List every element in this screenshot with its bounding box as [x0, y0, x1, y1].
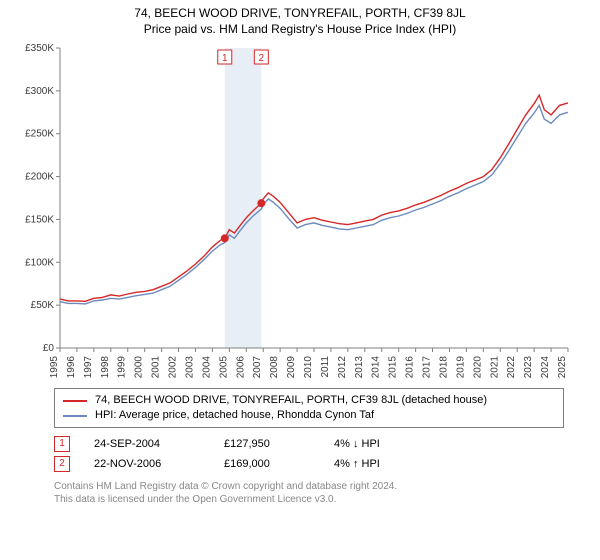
- svg-text:2008: 2008: [269, 356, 280, 379]
- svg-text:£200K: £200K: [25, 172, 54, 183]
- svg-text:2022: 2022: [506, 356, 517, 379]
- event-row: 1 24-SEP-2004 £127,950 4% ↓ HPI: [54, 434, 564, 454]
- footer-line: Contains HM Land Registry data © Crown c…: [54, 480, 588, 493]
- svg-text:£350K: £350K: [25, 43, 54, 54]
- event-date: 22-NOV-2006: [94, 454, 224, 474]
- event-flag-icon: 2: [54, 456, 70, 472]
- event-pct: 4% ↓ HPI: [334, 434, 414, 454]
- legend-swatch: [63, 415, 87, 417]
- svg-text:2000: 2000: [134, 356, 145, 379]
- svg-text:2007: 2007: [252, 356, 263, 379]
- svg-text:2005: 2005: [218, 356, 229, 379]
- svg-text:£250K: £250K: [25, 129, 54, 140]
- svg-text:1996: 1996: [66, 356, 77, 379]
- svg-text:1999: 1999: [117, 356, 128, 379]
- legend-label: HPI: Average price, detached house, Rhon…: [95, 408, 374, 423]
- legend: 74, BEECH WOOD DRIVE, TONYREFAIL, PORTH,…: [54, 388, 564, 428]
- footer: Contains HM Land Registry data © Crown c…: [54, 480, 588, 506]
- svg-text:2025: 2025: [557, 356, 568, 379]
- svg-text:£50K: £50K: [31, 300, 55, 311]
- svg-text:1997: 1997: [83, 356, 94, 379]
- svg-text:2013: 2013: [354, 356, 365, 379]
- svg-text:£0: £0: [43, 343, 55, 354]
- svg-text:2006: 2006: [235, 356, 246, 379]
- event-flag-icon: 1: [54, 436, 70, 452]
- svg-text:2014: 2014: [371, 356, 382, 379]
- svg-text:2024: 2024: [540, 356, 551, 379]
- legend-item: HPI: Average price, detached house, Rhon…: [63, 408, 555, 423]
- svg-text:2023: 2023: [523, 356, 534, 379]
- svg-text:2018: 2018: [438, 356, 449, 379]
- svg-text:2015: 2015: [388, 356, 399, 379]
- svg-text:2010: 2010: [303, 356, 314, 379]
- svg-text:2019: 2019: [455, 356, 466, 379]
- event-pct: 4% ↑ HPI: [334, 454, 414, 474]
- svg-text:2002: 2002: [168, 356, 179, 379]
- event-price: £169,000: [224, 454, 334, 474]
- svg-text:1998: 1998: [100, 356, 111, 379]
- svg-text:2016: 2016: [405, 356, 416, 379]
- legend-label: 74, BEECH WOOD DRIVE, TONYREFAIL, PORTH,…: [95, 393, 487, 408]
- svg-text:2009: 2009: [286, 356, 297, 379]
- svg-text:2003: 2003: [184, 356, 195, 379]
- footer-line: This data is licensed under the Open Gov…: [54, 493, 588, 506]
- svg-text:2017: 2017: [422, 356, 433, 379]
- legend-item: 74, BEECH WOOD DRIVE, TONYREFAIL, PORTH,…: [63, 393, 555, 408]
- page-title: 74, BEECH WOOD DRIVE, TONYREFAIL, PORTH,…: [12, 6, 588, 20]
- event-price: £127,950: [224, 434, 334, 454]
- event-row: 2 22-NOV-2006 £169,000 4% ↑ HPI: [54, 454, 564, 474]
- events-table: 1 24-SEP-2004 £127,950 4% ↓ HPI 2 22-NOV…: [54, 434, 564, 474]
- svg-text:2020: 2020: [472, 356, 483, 379]
- price-chart: £0 £50K £100K £150K £200K £250K £300K £350K 1995…: [16, 42, 576, 382]
- svg-text:£100K: £100K: [25, 257, 54, 268]
- svg-text:£150K: £150K: [25, 214, 54, 225]
- svg-text:2: 2: [259, 53, 265, 64]
- page-subtitle: Price paid vs. HM Land Registry's House …: [12, 22, 588, 36]
- svg-text:2001: 2001: [151, 356, 162, 379]
- svg-text:1: 1: [222, 53, 228, 64]
- svg-text:£300K: £300K: [25, 86, 54, 97]
- event-date: 24-SEP-2004: [94, 434, 224, 454]
- legend-swatch: [63, 400, 87, 402]
- svg-text:2011: 2011: [320, 356, 331, 378]
- svg-text:2012: 2012: [337, 356, 348, 379]
- svg-text:2004: 2004: [201, 356, 212, 379]
- svg-text:1995: 1995: [49, 356, 60, 379]
- svg-text:2021: 2021: [489, 356, 500, 379]
